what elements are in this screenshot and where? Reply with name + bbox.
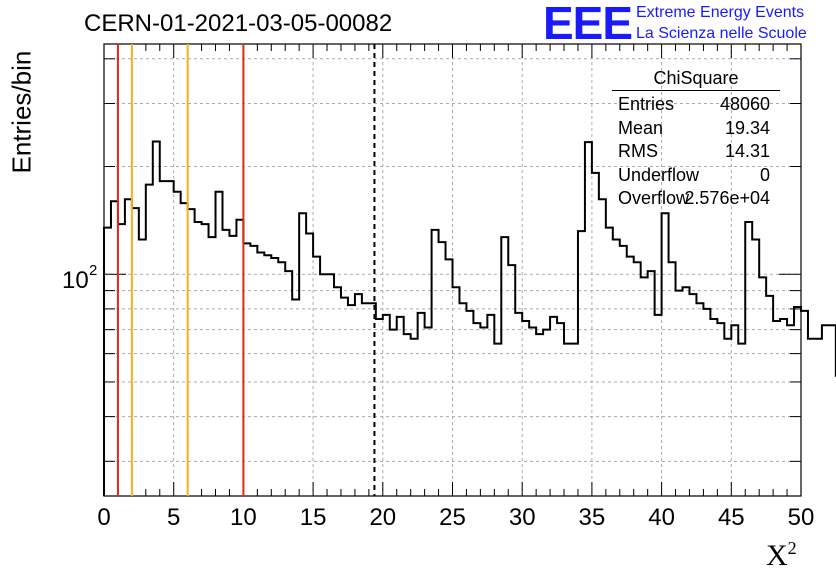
stats-value: 2.576e+04 xyxy=(684,188,770,208)
stats-key: RMS xyxy=(618,141,658,161)
plot-title: CERN-01-2021-03-05-00082 xyxy=(84,10,393,37)
logo-line-1: Extreme Energy Events xyxy=(636,4,805,21)
x-axis-label-exp: 2 xyxy=(787,538,797,558)
stats-title: ChiSquare xyxy=(612,68,780,91)
stats-value: 14.31 xyxy=(724,141,770,161)
x-tick-label: 10 xyxy=(230,504,257,531)
x-tick-label: 20 xyxy=(369,504,396,531)
stats-key: Mean xyxy=(618,117,664,138)
stats-row-entries: Entries 48060 xyxy=(612,94,780,118)
histogram-series xyxy=(103,140,836,496)
stats-row-overflow: Overflow 2.576e+04 xyxy=(612,188,780,212)
stats-value: 0 xyxy=(759,164,770,185)
x-tick-label: 25 xyxy=(439,504,466,531)
eee-logo-icon: EEE xyxy=(543,0,633,49)
x-tick-label: 40 xyxy=(648,504,675,531)
stats-row-rms: RMS 14.31 xyxy=(612,141,780,165)
y-axis-label: Entries/bin xyxy=(6,50,37,174)
x-tick-label: 30 xyxy=(509,504,536,531)
stats-key: Entries xyxy=(618,94,675,114)
x-tick-label: 15 xyxy=(300,504,327,531)
x-tick-label: 35 xyxy=(579,504,606,531)
x-tick-label: 5 xyxy=(167,504,180,531)
y-tick-label-exp: 2 xyxy=(89,262,97,279)
x-tick-label: 50 xyxy=(788,504,815,531)
y-tick-label: 10 xyxy=(62,267,89,294)
x-tick-label: 45 xyxy=(718,504,745,531)
stats-key: Underflow xyxy=(618,164,700,185)
x-axis-label-base: X xyxy=(766,539,788,572)
stats-row-mean: Mean 19.34 xyxy=(612,118,780,142)
stats-key: Overflow xyxy=(618,188,690,208)
logo-line-2: La Scienza nelle Scuole xyxy=(636,25,807,42)
x-axis-label: X2 xyxy=(766,538,797,573)
x-tick-label: 0 xyxy=(97,504,110,531)
stats-row-underflow: Underflow 0 xyxy=(612,165,780,189)
stats-value: 48060 xyxy=(719,94,770,114)
stats-value: 19.34 xyxy=(724,117,770,138)
stats-box: ChiSquare Entries 48060 Mean 19.34 RMS 1… xyxy=(612,68,780,212)
